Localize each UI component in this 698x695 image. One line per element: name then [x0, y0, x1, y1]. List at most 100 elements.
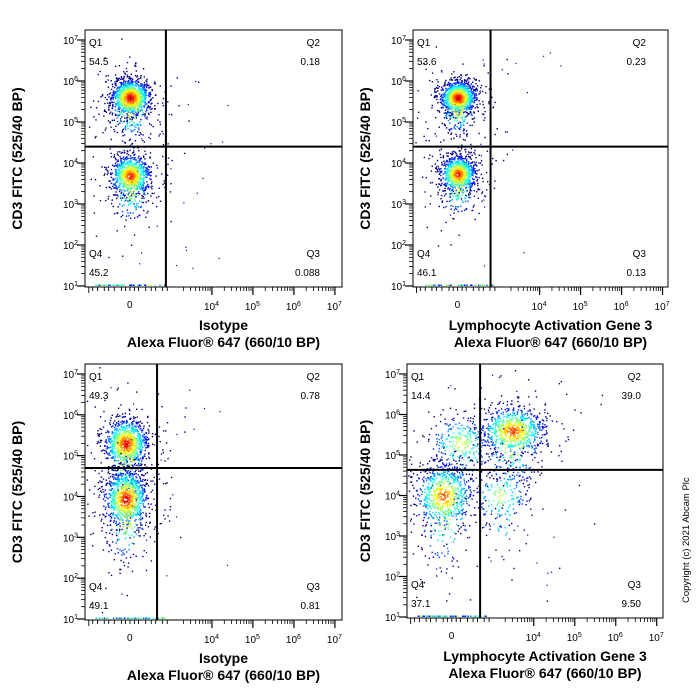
data-point — [470, 97, 472, 99]
data-point — [118, 190, 121, 193]
data-point — [113, 452, 115, 454]
data-point — [445, 101, 448, 103]
data-point — [122, 135, 124, 137]
data-point — [167, 143, 169, 145]
data-point — [479, 87, 482, 89]
data-point — [447, 168, 449, 170]
data-point — [150, 133, 152, 135]
data-point — [93, 212, 96, 214]
data-point — [146, 212, 148, 214]
data-point — [155, 196, 158, 199]
data-point — [136, 174, 138, 176]
data-point — [456, 180, 458, 182]
data-point — [457, 169, 459, 171]
data-point — [131, 194, 133, 196]
data-point — [117, 79, 120, 81]
data-point — [439, 101, 442, 103]
data-point — [449, 193, 451, 195]
data-point — [452, 205, 454, 208]
data-point — [121, 167, 123, 169]
data-point — [147, 200, 150, 202]
data-point — [138, 78, 140, 80]
data-point — [473, 178, 475, 181]
data-point — [455, 153, 458, 155]
data-point — [130, 88, 132, 90]
data-point — [169, 191, 172, 193]
data-point — [469, 96, 472, 98]
data-point — [136, 166, 139, 169]
data-point — [136, 123, 138, 125]
data-point — [210, 143, 212, 145]
data-point — [451, 192, 453, 194]
data-point — [493, 187, 496, 189]
data-point — [459, 87, 461, 89]
data-point — [447, 100, 449, 102]
data-point — [132, 99, 134, 101]
data-point — [108, 104, 110, 107]
data-point — [146, 174, 148, 176]
data-point — [474, 149, 476, 152]
data-point — [129, 149, 131, 152]
data-point — [116, 110, 118, 112]
data-point — [480, 84, 483, 87]
data-point — [458, 150, 460, 152]
data-point — [142, 201, 145, 204]
data-point — [475, 92, 477, 95]
data-point — [140, 167, 142, 169]
data-point — [147, 105, 149, 107]
data-point — [111, 199, 113, 201]
data-point — [461, 190, 464, 193]
data-point — [474, 153, 476, 155]
data-point — [121, 129, 124, 132]
data-point — [444, 104, 446, 107]
data-point — [444, 84, 446, 86]
data-point — [112, 91, 114, 94]
y-tick-label: 107 — [63, 35, 78, 47]
data-point — [111, 164, 114, 166]
data-point — [445, 161, 447, 163]
data-point — [129, 177, 132, 179]
data-point — [107, 86, 110, 88]
data-point — [429, 154, 431, 156]
data-point — [470, 93, 472, 96]
data-point — [440, 180, 442, 182]
data-point — [130, 437, 132, 440]
data-point — [131, 162, 133, 164]
data-point — [140, 75, 142, 77]
data-point — [165, 430, 167, 432]
data-point — [139, 89, 141, 92]
data-point — [139, 177, 141, 179]
data-point — [152, 202, 154, 204]
data-point — [460, 168, 462, 170]
data-point — [140, 185, 142, 187]
data-point — [142, 166, 144, 169]
data-point — [434, 133, 436, 135]
scatter-points — [88, 38, 229, 286]
data-point — [105, 431, 107, 434]
data-point — [457, 193, 459, 196]
data-point — [446, 84, 448, 86]
data-point — [438, 93, 441, 95]
data-point — [483, 107, 485, 109]
data-point — [126, 460, 128, 462]
data-point — [457, 175, 459, 177]
data-point — [129, 94, 131, 96]
data-point — [474, 90, 476, 92]
data-point — [134, 205, 136, 207]
data-point — [121, 86, 123, 88]
data-point — [440, 106, 443, 109]
data-point — [129, 97, 132, 99]
data-point — [129, 155, 132, 157]
data-point — [425, 176, 427, 179]
data-point — [125, 183, 127, 185]
y-tick-label: 103 — [63, 199, 78, 211]
data-point — [144, 94, 147, 96]
data-point — [136, 100, 139, 102]
data-point — [144, 101, 146, 104]
data-point — [438, 189, 441, 191]
data-point — [122, 284, 124, 286]
data-point — [430, 195, 432, 197]
data-point — [124, 171, 126, 173]
data-point — [141, 188, 144, 191]
data-point — [141, 189, 143, 192]
